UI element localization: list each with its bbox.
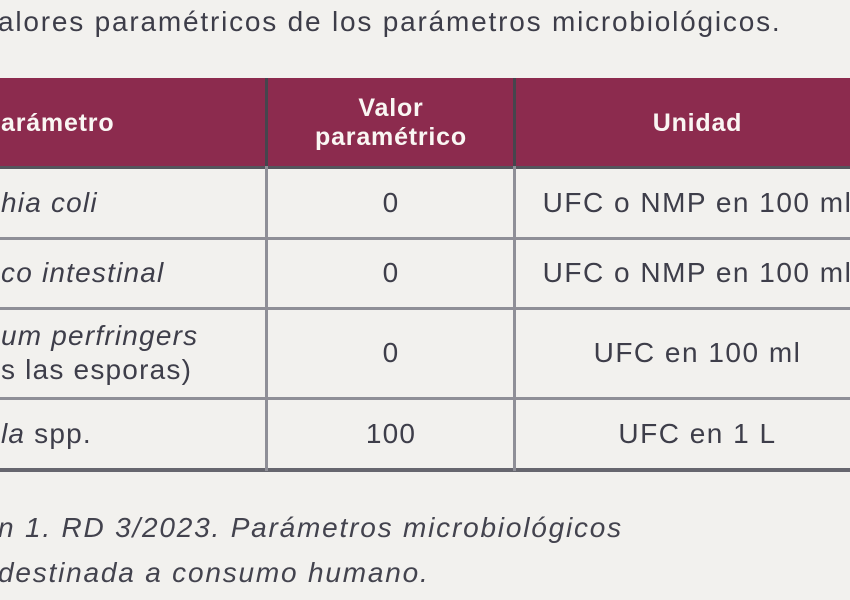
column-divider	[265, 166, 268, 471]
table-caption: alores paramétricos de los parámetros mi…	[0, 6, 782, 37]
parameter-name-segment: spp.	[25, 417, 92, 449]
parameter-name-segment: la	[1, 417, 26, 449]
unit-cell: UFC en 100 ml	[593, 337, 802, 368]
table-header-band	[0, 78, 850, 168]
table-bottom-border	[0, 468, 850, 472]
parameter-name-segment: co intestinal	[1, 257, 165, 288]
unit-cell: UFC en 1 L	[618, 417, 777, 449]
footnote-line-2: destinada a consumo humano.	[0, 557, 430, 588]
column-header-label: Unidad	[652, 108, 743, 137]
parameter-name-line: co intestinal	[1, 256, 164, 290]
parametric-value-cell: 0	[382, 186, 400, 218]
parameter-name-line: s las esporas)	[1, 353, 192, 387]
parameter-cell: la spp.	[1, 399, 263, 468]
parametric-value-cell: 0	[382, 337, 400, 368]
row-divider	[0, 397, 850, 400]
parameter-cell: hia coli	[1, 168, 263, 237]
column-header-label: arámetro	[1, 108, 115, 137]
row-divider	[0, 307, 850, 310]
unit-cell: UFC o NMP en 100 ml	[542, 257, 850, 288]
parameter-name-segment: s las esporas)	[1, 354, 193, 385]
header-bottom-border	[0, 166, 850, 169]
column-divider	[513, 78, 516, 166]
parameter-name-line: um perfringers	[1, 319, 198, 353]
parameter-name-segment: um perfringers	[1, 320, 199, 351]
unit-cell: UFC o NMP en 100 ml	[542, 186, 850, 218]
parameter-cell: um perfringers s las esporas)	[1, 309, 263, 397]
column-header-label: Valor paramétrico	[315, 94, 467, 151]
column-divider	[513, 166, 516, 471]
column-header-unidad: Unidad	[515, 78, 850, 168]
column-divider	[265, 78, 268, 166]
column-header-valor-parametrico: Valor paramétrico	[267, 78, 515, 168]
footnote-line-1: n 1. RD 3/2023. Parámetros microbiológic…	[0, 512, 623, 543]
parameter-name-line: hia coli	[1, 186, 98, 220]
parametric-value-cell: 100	[365, 417, 417, 449]
parameter-cell: co intestinal	[1, 239, 263, 307]
column-header-parametro: arámetro	[0, 78, 231, 168]
parameter-name-line: la spp.	[1, 417, 92, 451]
parametric-value-cell: 0	[382, 257, 400, 288]
parameter-name-segment: hia coli	[1, 186, 98, 218]
row-divider	[0, 237, 850, 240]
